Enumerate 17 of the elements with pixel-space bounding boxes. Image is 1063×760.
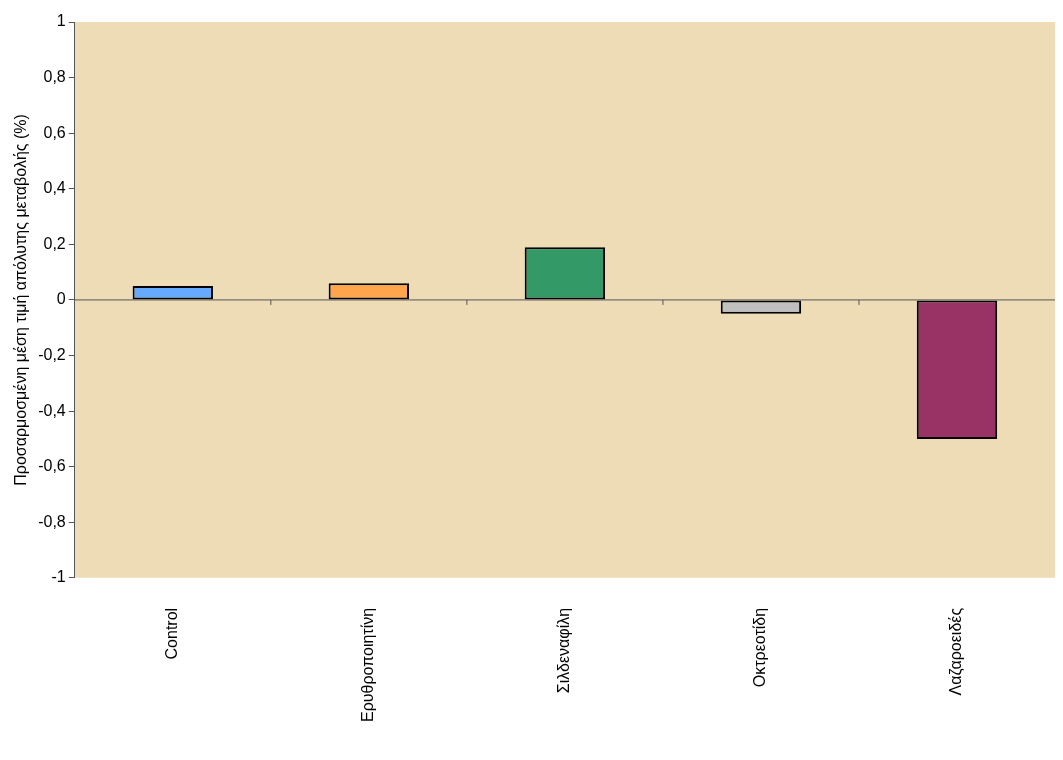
y-tick-label: -1 <box>51 568 66 586</box>
y-tick-label: -0,4 <box>38 401 66 419</box>
y-tick-label: 0,8 <box>43 67 66 85</box>
x-tick-label: Control <box>163 607 181 660</box>
x-tick-label: Ερυθροποιητίνη <box>359 607 377 723</box>
x-tick-label: Λαζαροειδές <box>947 607 966 696</box>
y-tick-label: 0,6 <box>43 123 66 141</box>
y-tick-label: 1 <box>56 12 66 30</box>
x-tick-label: Σιλδεναφίλη <box>555 607 573 694</box>
y-tick-label: 0 <box>56 290 66 308</box>
y-tick-label: -0,6 <box>38 457 66 475</box>
y-tick-label: 0,4 <box>43 179 66 197</box>
y-tick-label: 0,2 <box>43 234 66 252</box>
x-tick-label: Οκτρεοτίδη <box>751 607 769 688</box>
y-tick-label: -0,2 <box>38 345 66 363</box>
y-tick-label: -0,8 <box>38 512 66 530</box>
y-axis-title: Προσαρμοσμένη μέση τιμή απόλυτης μεταβολής (%) <box>12 114 30 486</box>
